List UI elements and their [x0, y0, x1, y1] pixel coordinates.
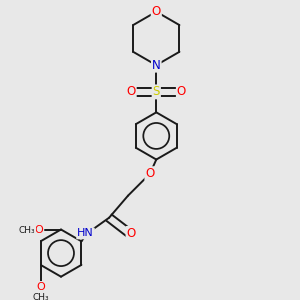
Text: N: N — [152, 59, 161, 72]
Text: O: O — [127, 227, 136, 240]
Text: O: O — [127, 85, 136, 98]
Text: O: O — [36, 282, 45, 292]
Text: CH₃: CH₃ — [32, 293, 49, 300]
Text: O: O — [146, 167, 154, 180]
Text: O: O — [177, 85, 186, 98]
Text: O: O — [34, 224, 43, 235]
Text: O: O — [152, 5, 161, 18]
Text: HN: HN — [77, 228, 94, 239]
Text: CH₃: CH₃ — [19, 226, 35, 235]
Text: S: S — [153, 85, 160, 98]
